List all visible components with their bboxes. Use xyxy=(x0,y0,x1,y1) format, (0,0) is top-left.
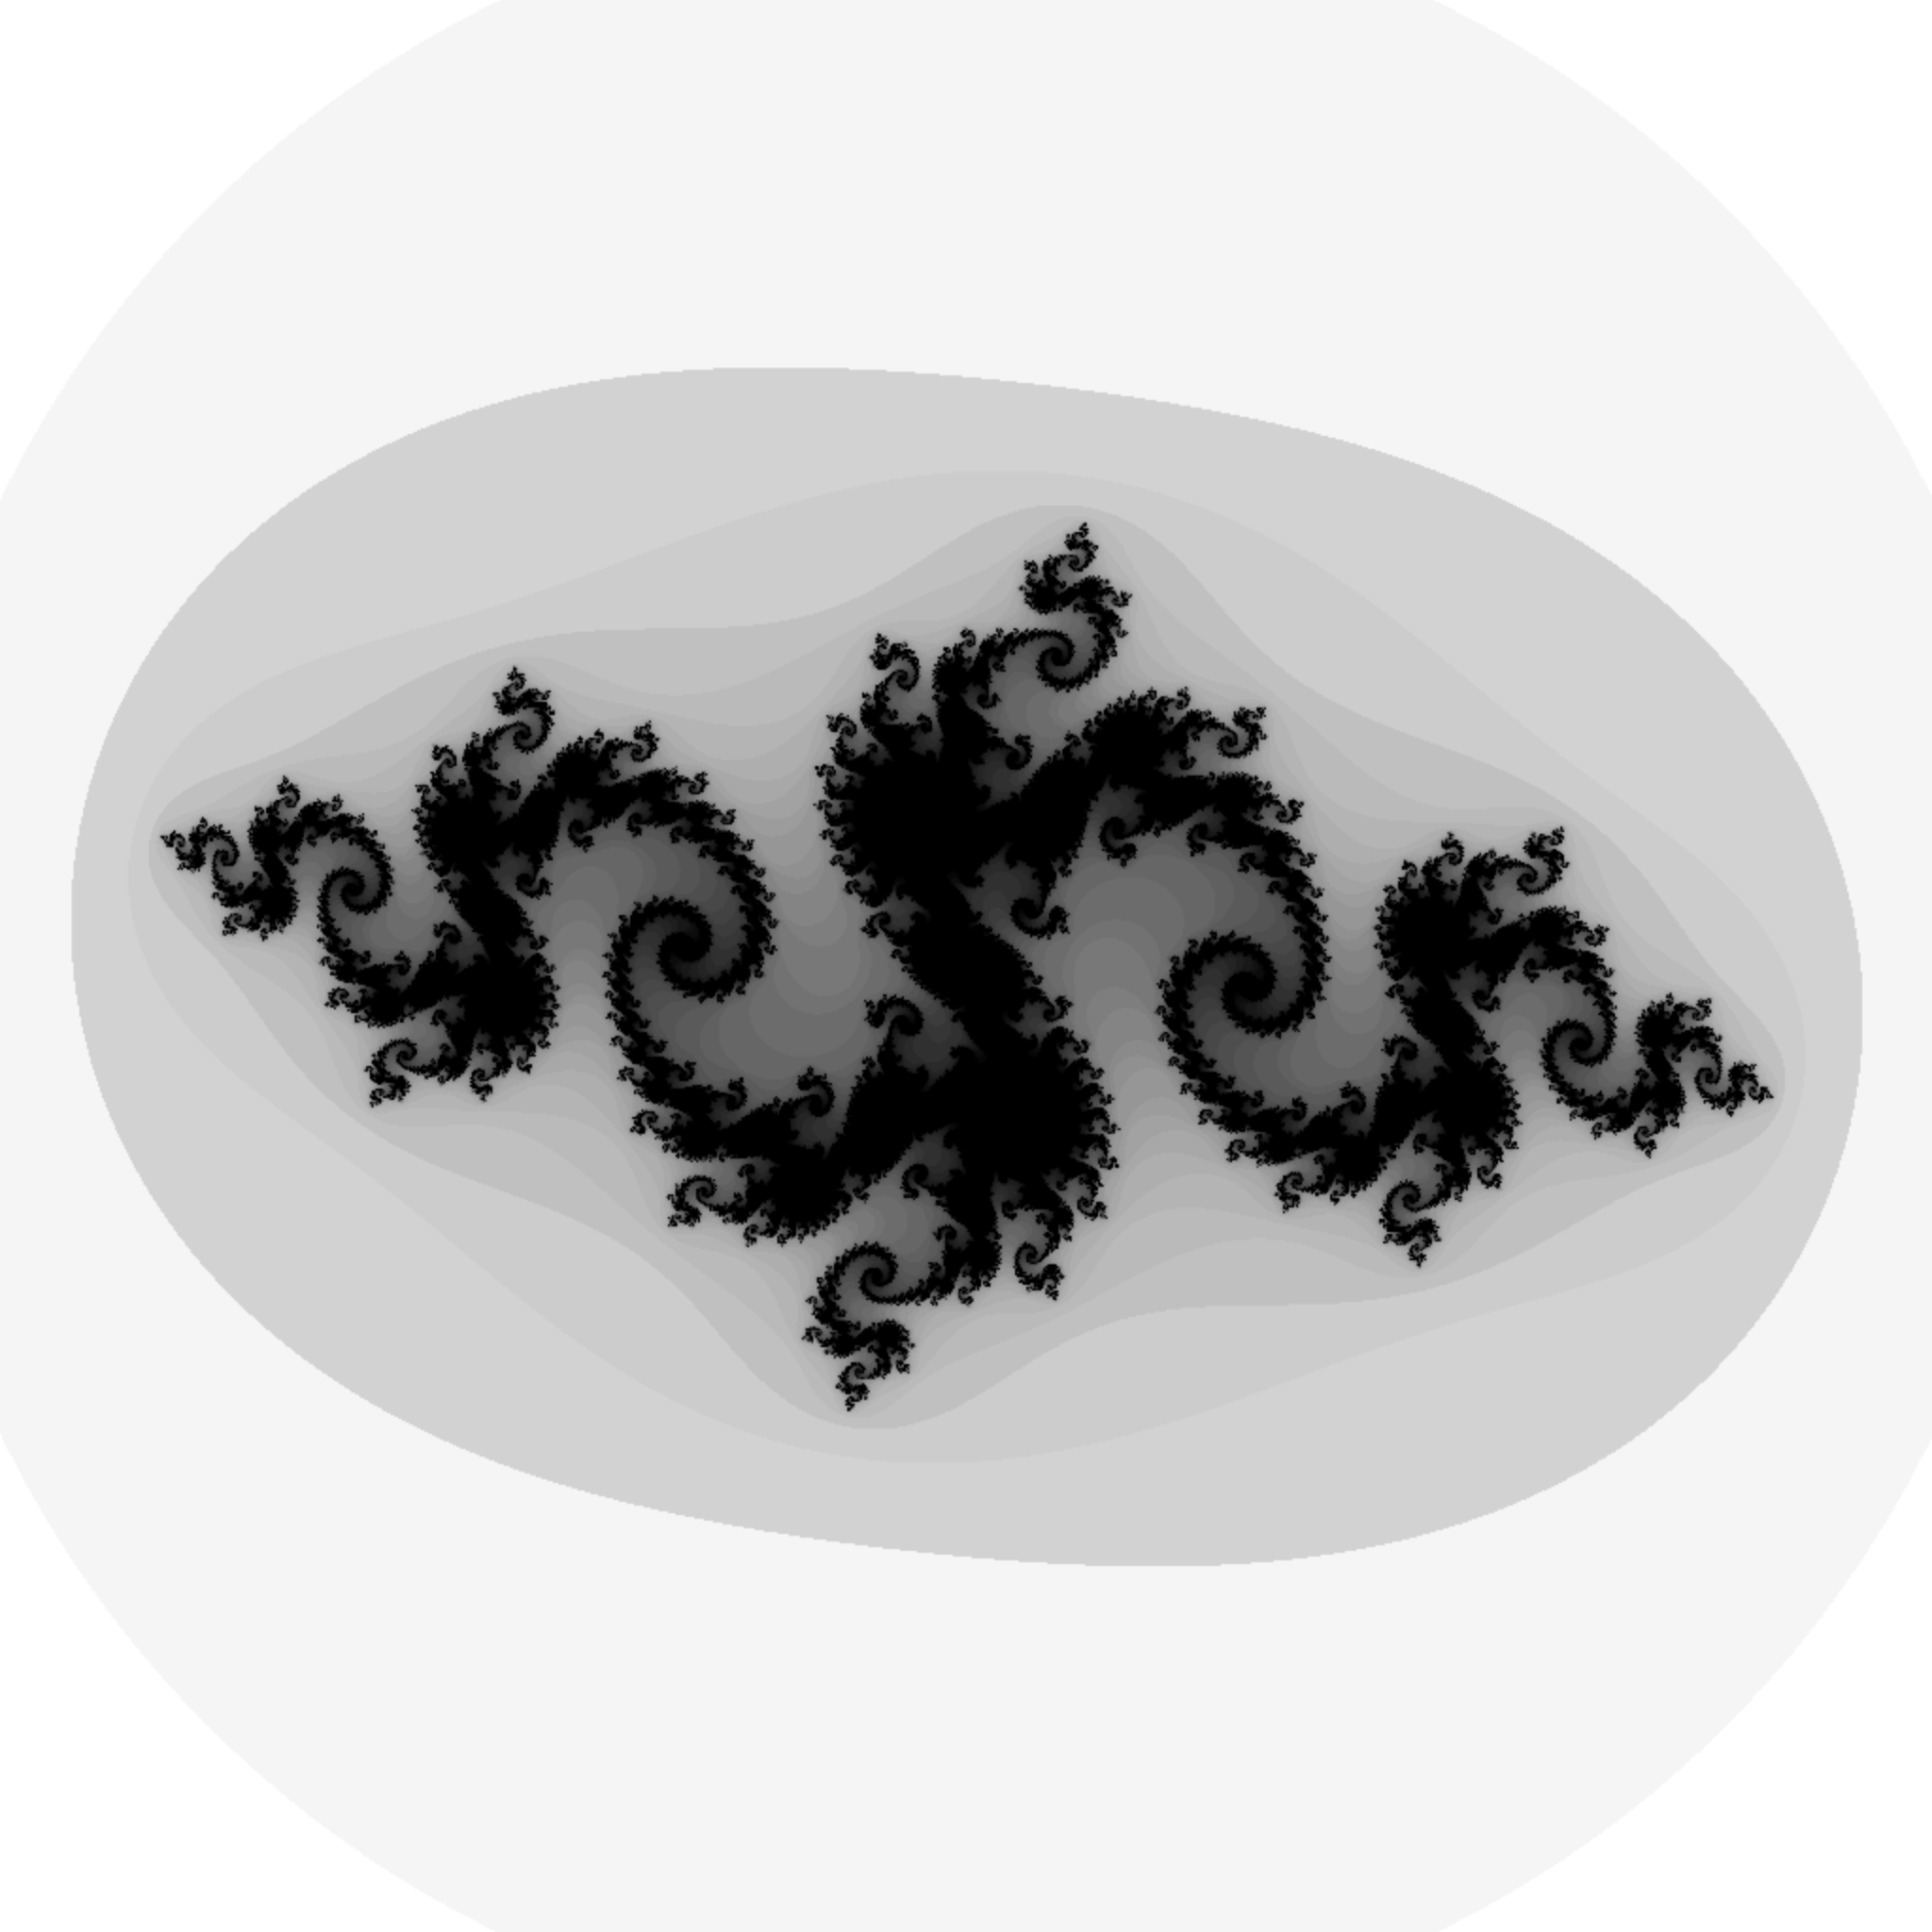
julia-set-fractal-image xyxy=(0,0,1932,1932)
image-canvas-area xyxy=(0,0,1932,1932)
